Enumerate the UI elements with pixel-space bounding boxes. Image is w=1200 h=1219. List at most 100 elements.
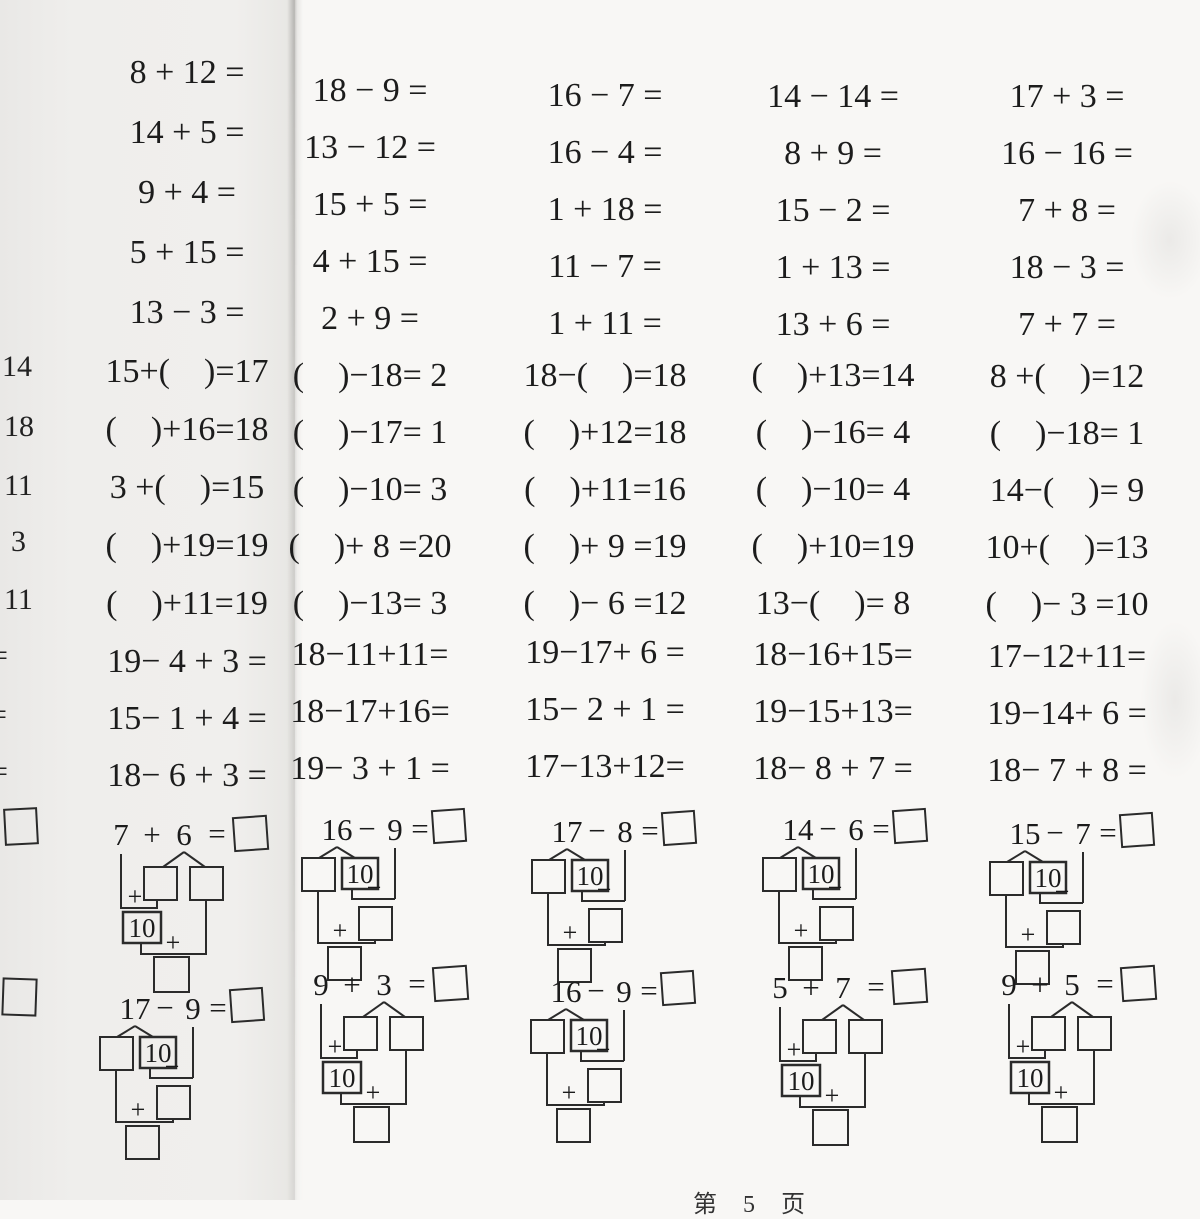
plus-sign: + (128, 882, 143, 911)
connector-line (799, 1054, 866, 1108)
margin-remnant-equals: = (0, 641, 8, 671)
margin-remnant-equals: = (0, 757, 8, 787)
equation: 14 − 14 = (767, 78, 899, 115)
connector-line (546, 1053, 605, 1106)
fill-blank-equation: ( )+ 9 =19 (523, 528, 687, 565)
fill-blank-equation: ( )+13=14 (751, 357, 915, 394)
equation: 13 − 3 = (129, 294, 245, 331)
ten-label: 10 (577, 861, 604, 891)
ten-label: 10 (576, 1021, 603, 1051)
operator: + (1031, 967, 1048, 1002)
intermediate-box (819, 906, 854, 941)
answer-box (660, 809, 698, 847)
split-line (1050, 1001, 1073, 1018)
intermediate-box (587, 1068, 622, 1103)
result-box (557, 948, 592, 983)
split-box (530, 1019, 565, 1054)
equation: 8 + 9 = (784, 135, 882, 172)
split-line (1006, 850, 1026, 863)
equation: 4 + 15 = (312, 243, 428, 280)
split-line (842, 1004, 865, 1021)
split-line (162, 851, 185, 868)
three-term-equations-group: 18−16+15= 19−15+13= 18− 8 + 7 = (733, 626, 933, 797)
fill-blank-equation: ( )− 3 =10 (985, 586, 1149, 623)
equals-sign: = (872, 811, 889, 846)
number-bond-diagram: 9 + 3 = 10 + + (300, 957, 480, 1149)
fill-blank-equation: 10+( )=13 (985, 529, 1149, 566)
operand-a: 17 (120, 991, 151, 1026)
split-line (566, 848, 586, 861)
margin-remnant-answer-box (1, 977, 38, 1017)
three-term-equations-group: 17−12+11= 19−14+ 6 = 18− 7 + 8 = (967, 628, 1167, 799)
fill-blank-equation: ( )+12=18 (523, 414, 687, 451)
split-line (362, 1001, 385, 1018)
connector-line (320, 1004, 358, 1059)
fill-blank-equations-group: ( )+13=14 ( )−16= 4 ( )−10= 4 ( )+10=19 … (733, 347, 933, 632)
fill-blank-equation: 3 +( )=15 (109, 469, 265, 506)
operand-a: 9 (313, 967, 329, 1002)
connector-line (149, 1068, 193, 1079)
number-bond-diagram: 17 − 9 = 10 − + (93, 981, 273, 1173)
simple-equations-group: 14 − 14 = 8 + 9 = 15 − 2 = 1 + 13 = 13 +… (733, 68, 933, 353)
fill-blank-equation: ( )−13= 3 (292, 585, 448, 622)
bleed-through-smudge (1140, 620, 1200, 780)
plus-sign: + (166, 928, 181, 957)
connector-line (812, 889, 856, 900)
book-spine-crease (287, 0, 303, 1200)
ten-label: 10 (1035, 863, 1062, 893)
number-bond-diagram: 14 − 6 = 10 − + (756, 802, 936, 994)
operand-b: 9 (616, 974, 632, 1009)
three-term-equation: 15− 2 + 1 = (525, 691, 685, 728)
answer-box (890, 967, 929, 1006)
fill-blank-equations-group: 8 +( )=12 ( )−18= 1 14−( )= 9 10+( )=13 … (967, 348, 1167, 633)
number-bond-diagram: 7 + 6 = 10 + + (100, 807, 280, 999)
three-term-equation: 18− 7 + 8 = (987, 752, 1147, 789)
equation: 11 − 7 = (548, 248, 662, 285)
operand-b: 7 (1075, 816, 1091, 851)
number-bond-diagram: 16 − 9 = 10 − + (524, 964, 704, 1156)
operand-b: 6 (848, 812, 864, 847)
connector-line (1039, 893, 1083, 904)
operand-b: 5 (1064, 967, 1080, 1002)
fill-blank-equation: 14−( )= 9 (989, 472, 1145, 509)
plus-sign: + (328, 1032, 343, 1061)
result-box (353, 1106, 390, 1143)
equation: 16 − 7 = (547, 77, 663, 114)
fill-blank-equation: ( )−10= 3 (292, 471, 448, 508)
margin-remnant-equals: = (0, 700, 7, 730)
simple-equations-group: 8 + 12 = 14 + 5 = 9 + 4 = 5 + 15 = 13 − … (87, 43, 287, 343)
fill-blank-equation: 15+( )=17 (105, 353, 269, 390)
three-term-equation: 18−17+16= (290, 693, 450, 730)
intermediate-box (1046, 910, 1081, 945)
minus-sign: − (597, 875, 612, 904)
equals-sign: = (209, 990, 226, 1025)
ten-label: 10 (1017, 1063, 1044, 1093)
fill-blank-equation: ( )+11=19 (106, 585, 268, 622)
connector-line (1028, 1051, 1095, 1105)
margin-remnant-number: 11 (4, 469, 33, 502)
intermediate-box (358, 906, 393, 941)
three-term-equation: 19− 3 + 1 = (290, 750, 450, 787)
fill-blank-equations-group: ( )−18= 2 ( )−17= 1 ( )−10= 3 ( )+ 8 =20… (270, 347, 470, 632)
operator: + (343, 967, 360, 1002)
ten-box (569, 1018, 609, 1053)
operator: − (819, 811, 836, 846)
split-line (116, 1025, 136, 1038)
fill-blank-equation: 18−( )=18 (523, 357, 687, 394)
problem-column: 14 − 14 = 8 + 9 = 15 − 2 = 1 + 13 = 13 +… (733, 68, 933, 797)
intermediate-box (156, 1085, 191, 1120)
plus-sign: + (563, 918, 578, 947)
three-term-equation: 18−16+15= (753, 636, 913, 673)
operator: − (358, 811, 375, 846)
operand-a: 9 (1001, 967, 1017, 1002)
connector-line (1005, 895, 1064, 948)
three-term-equation: 19−15+13= (753, 693, 913, 730)
answer-box (231, 814, 270, 853)
split-box (301, 857, 336, 892)
bleed-through-smudge (1130, 180, 1200, 300)
connector-line (140, 901, 207, 955)
equation: 13 + 6 = (775, 306, 891, 343)
ten-label: 10 (347, 859, 374, 889)
previous-page-edge (0, 0, 295, 1200)
equation: 7 + 7 = (1018, 306, 1116, 343)
